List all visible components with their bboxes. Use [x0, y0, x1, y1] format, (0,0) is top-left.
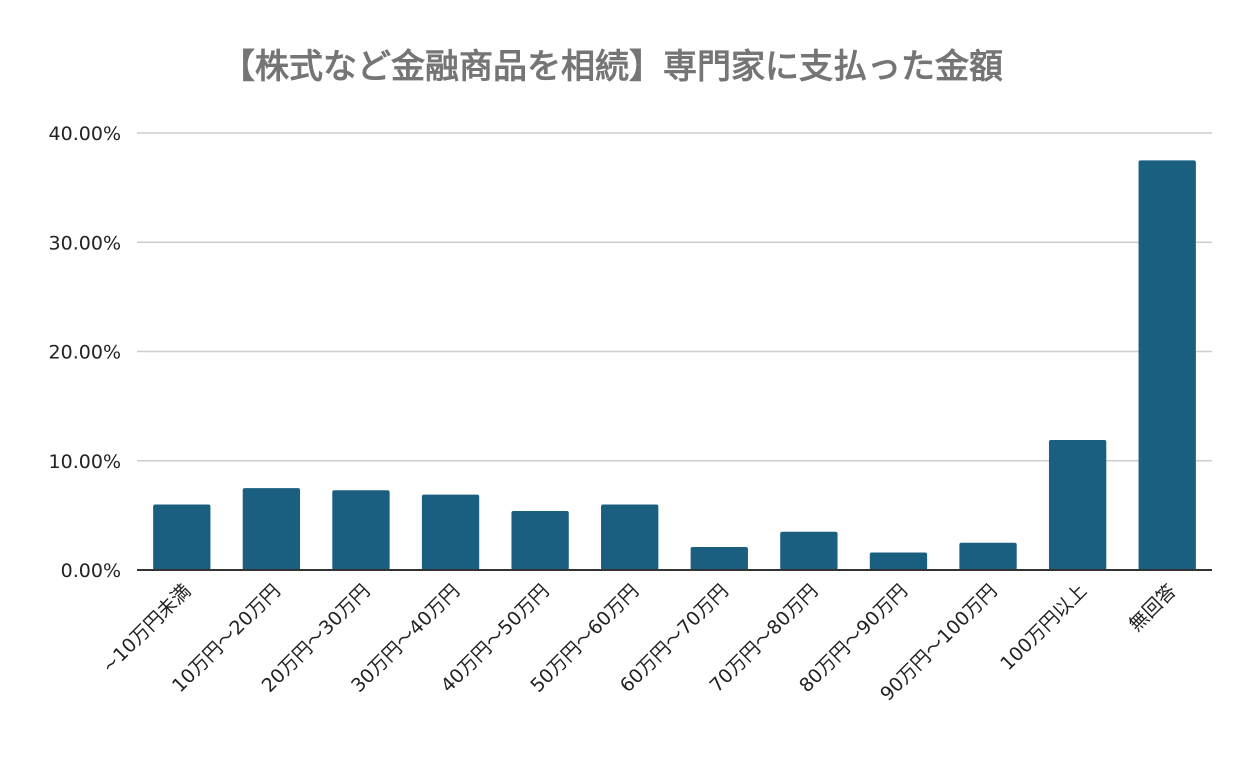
bar [153, 504, 211, 570]
x-category-label: 100万円以上 [996, 580, 1091, 675]
bar [869, 552, 928, 570]
bar [242, 488, 301, 570]
y-axis-tick-labels: 0.00% 10.00% 20.00% 30.00% 40.00% [49, 123, 121, 582]
x-category-label: 無回答 [1125, 580, 1181, 636]
bar [690, 547, 748, 570]
bars [153, 160, 1196, 570]
bar [1138, 160, 1196, 570]
bar [601, 504, 659, 570]
y-tick-label: 20.00% [49, 342, 121, 364]
x-axis-category-labels: ~10万円未満10万円～20万円20万円～30万円30万円～40万円40万円～5… [98, 580, 1181, 705]
gridlines [137, 132, 1212, 462]
bar [1048, 439, 1107, 570]
y-tick-label: 0.00% [61, 560, 121, 582]
bar [332, 490, 390, 570]
chart-title: 【株式など金融商品を相続】専門家に支払った金額 [221, 47, 1003, 87]
x-category-label: ~10万円未満 [98, 580, 196, 678]
y-tick-label: 30.00% [49, 232, 121, 254]
bar [780, 531, 838, 570]
y-tick-label: 40.00% [49, 123, 121, 145]
bar [959, 542, 1017, 570]
bar [421, 494, 480, 570]
bar [511, 511, 569, 570]
y-tick-label: 10.00% [49, 451, 121, 473]
